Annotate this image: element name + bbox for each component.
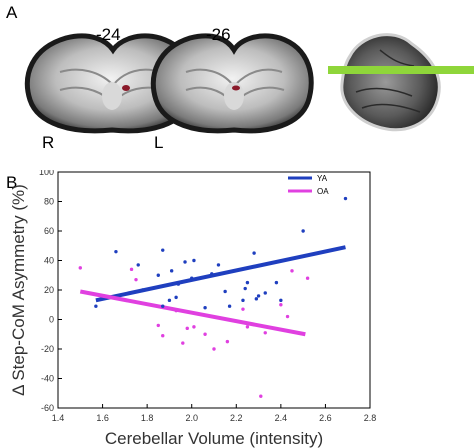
data-point-ya — [223, 289, 227, 294]
y-tick-label: 20 — [44, 285, 54, 295]
data-point-oa — [279, 303, 283, 307]
data-point-ya — [156, 273, 160, 277]
data-point-oa — [212, 347, 216, 351]
x-axis-title: Cerebellar Volume (intensity) — [105, 429, 323, 448]
fit-line-ya — [95, 245, 346, 303]
data-point-ya — [161, 248, 165, 252]
x-tick-label: 1.8 — [141, 413, 154, 423]
data-point-oa — [134, 277, 138, 282]
data-point-oa — [174, 308, 178, 313]
data-point-ya — [140, 288, 145, 292]
data-point-ya — [114, 249, 118, 254]
data-point-ya — [274, 280, 279, 285]
x-tick-label: 2.4 — [275, 413, 288, 423]
y-tick-label: -40 — [41, 374, 54, 384]
data-point-ya — [343, 196, 348, 201]
brain-slices-panel: A -24 -26 R L — [6, 3, 474, 152]
data-point-ya — [279, 298, 283, 303]
data-point-oa — [78, 266, 82, 270]
legend: YA OA — [288, 174, 329, 196]
data-point-oa — [245, 325, 250, 329]
data-point-ya — [94, 304, 98, 308]
data-point-oa — [259, 394, 263, 398]
y-tick-label: 80 — [44, 197, 54, 207]
legend-label-ya: YA — [317, 174, 328, 183]
y-axis-ticks: -60 -40 -20 0 20 40 60 80 100 — [39, 170, 62, 413]
slice-label-2: -26 — [206, 25, 231, 44]
data-point-ya — [301, 229, 305, 233]
regression-lines — [79, 245, 346, 337]
x-tick-label: 1.4 — [52, 413, 65, 423]
data-point-ya — [232, 269, 236, 273]
data-point-ya — [174, 295, 178, 300]
y-tick-label: 40 — [44, 256, 54, 266]
data-points — [78, 196, 348, 398]
fit-line-oa — [79, 289, 306, 337]
data-point-oa — [305, 276, 310, 280]
scatter-chart: B -60 -40 -20 0 20 40 60 80 100 1.4 1.6 1.8 2.0 2.2 2… — [6, 170, 377, 448]
panel-b-label: B — [6, 173, 17, 192]
x-tick-label: 2.6 — [319, 413, 332, 423]
data-point-ya — [203, 306, 207, 310]
data-point-oa — [181, 341, 185, 345]
orientation-label-left: L — [154, 133, 163, 152]
data-point-ya — [176, 282, 181, 286]
activation-cluster-1 — [122, 85, 130, 91]
data-point-ya — [210, 272, 214, 276]
data-point-ya — [252, 251, 256, 255]
x-axis-ticks: 1.4 1.6 1.8 2.0 2.2 2.4 2.6 2.8 — [52, 404, 377, 423]
data-point-ya — [216, 263, 221, 267]
y-tick-label: -20 — [41, 344, 54, 354]
data-point-oa — [263, 331, 267, 335]
data-point-ya — [167, 298, 172, 303]
x-tick-label: 2.8 — [364, 413, 377, 423]
data-point-ya — [192, 258, 196, 263]
y-tick-label: -60 — [41, 403, 54, 413]
y-axis-title: Δ Step-CoM Asymmetry (%) — [9, 184, 28, 396]
orientation-label-right: R — [42, 133, 54, 152]
data-point-oa — [129, 267, 134, 272]
data-point-oa — [192, 325, 196, 329]
slice-label-1: -24 — [96, 25, 121, 44]
data-point-oa — [161, 334, 165, 338]
sagittal-view — [340, 33, 441, 132]
data-point-ya — [256, 294, 261, 298]
y-tick-label: 100 — [39, 170, 54, 177]
data-point-oa — [225, 339, 230, 344]
y-tick-label: 0 — [49, 315, 54, 325]
data-point-ya — [227, 304, 232, 308]
data-point-ya — [245, 280, 250, 285]
data-point-ya — [243, 286, 247, 291]
data-point-oa — [185, 326, 189, 331]
data-point-oa — [290, 269, 294, 273]
x-tick-label: 2.0 — [185, 413, 198, 423]
data-point-ya — [169, 269, 174, 273]
x-tick-label: 2.2 — [230, 413, 243, 423]
data-point-ya — [254, 297, 259, 301]
x-tick-label: 1.6 — [96, 413, 109, 423]
data-point-oa — [203, 332, 207, 336]
data-point-ya — [263, 291, 267, 295]
data-point-ya — [241, 298, 245, 303]
legend-label-oa: OA — [317, 187, 329, 196]
data-point-oa — [241, 307, 245, 311]
panel-a-label: A — [6, 3, 18, 22]
data-point-ya — [190, 276, 194, 280]
activation-cluster-2 — [232, 85, 240, 91]
data-point-ya — [136, 263, 140, 267]
data-point-oa — [156, 323, 160, 328]
data-point-ya — [183, 260, 187, 264]
data-point-oa — [285, 314, 290, 319]
coronal-slice-2 — [150, 33, 314, 134]
y-tick-label: 60 — [44, 226, 54, 236]
plot-area — [57, 171, 371, 409]
data-point-ya — [161, 304, 165, 308]
slice-plane-marker — [328, 66, 474, 74]
